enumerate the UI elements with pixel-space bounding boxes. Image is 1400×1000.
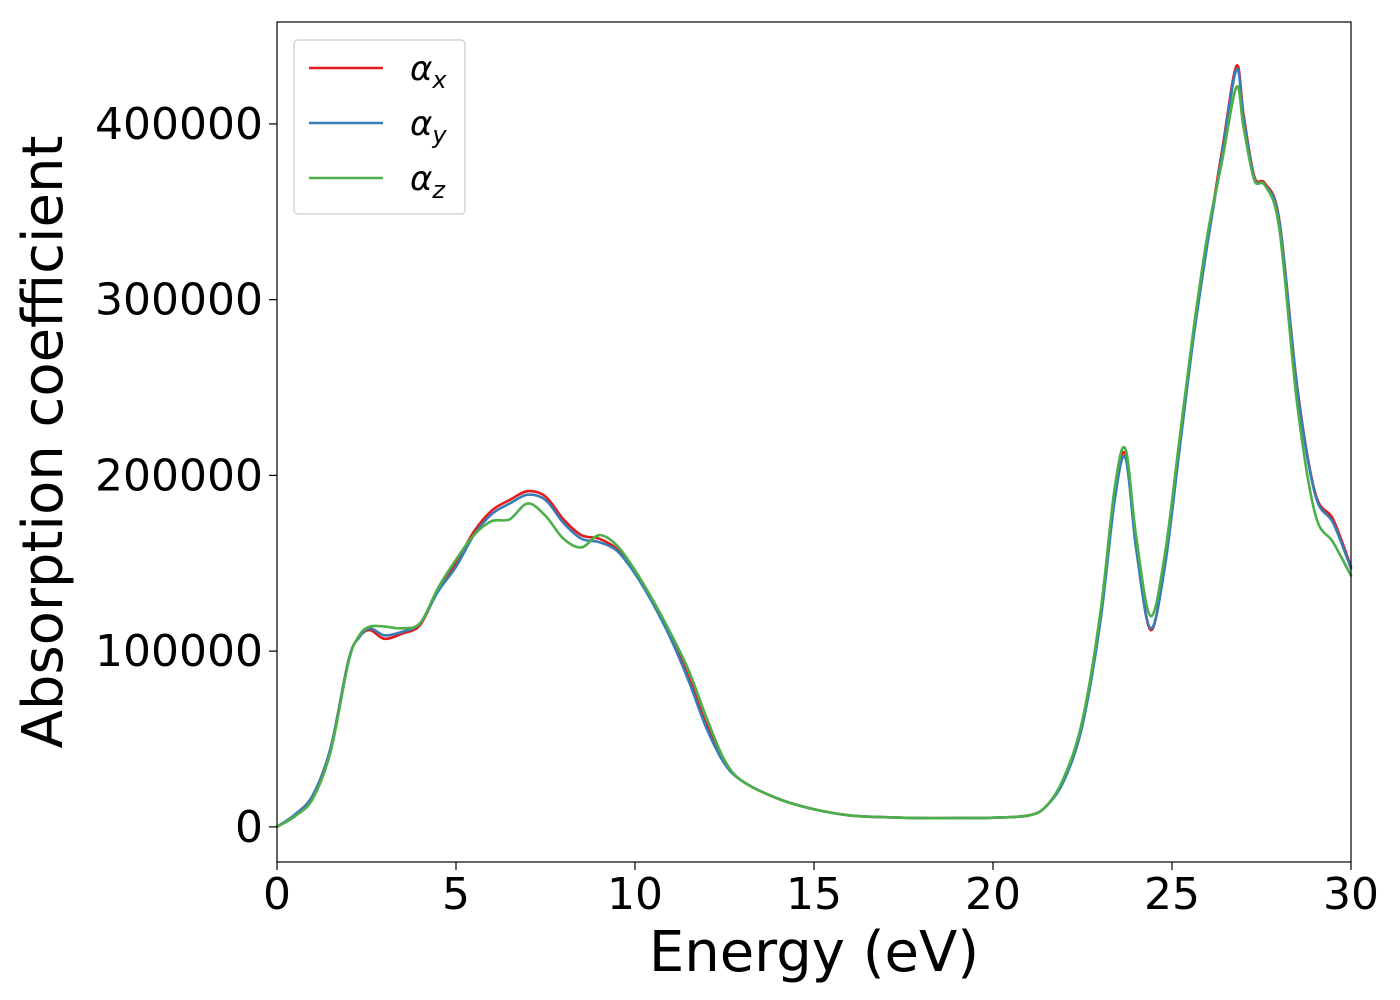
series-line-alpha-z (275, 85, 1353, 829)
y-axis-label: Absorption coefficient (11, 136, 76, 749)
legend-label-alpha-x: αx (410, 49, 447, 94)
x-axis: 0 5 10 15 20 25 30 (263, 862, 1379, 920)
y-axis: 0 100000 200000 300000 400000 (95, 99, 277, 853)
y-tick-label: 400000 (95, 99, 263, 150)
y-tick-label: 100000 (95, 626, 263, 677)
x-tick-label: 20 (965, 869, 1021, 920)
x-tick-label: 5 (442, 869, 470, 920)
x-axis-label: Energy (eV) (649, 920, 979, 985)
legend-label-alpha-y: αy (410, 104, 447, 149)
x-tick-label: 30 (1323, 869, 1379, 920)
legend: αx αy αz (293, 39, 466, 215)
x-tick-label: 25 (1144, 869, 1200, 920)
x-tick-label: 0 (263, 869, 291, 920)
y-tick-label: 0 (235, 802, 263, 853)
y-tick-label: 200000 (95, 450, 263, 501)
series-layer (275, 64, 1353, 829)
x-tick-label: 15 (786, 869, 842, 920)
y-tick-label: 300000 (95, 275, 263, 326)
x-tick-label: 10 (607, 869, 663, 920)
legend-box (293, 39, 466, 215)
legend-label-alpha-z: αz (410, 159, 446, 204)
